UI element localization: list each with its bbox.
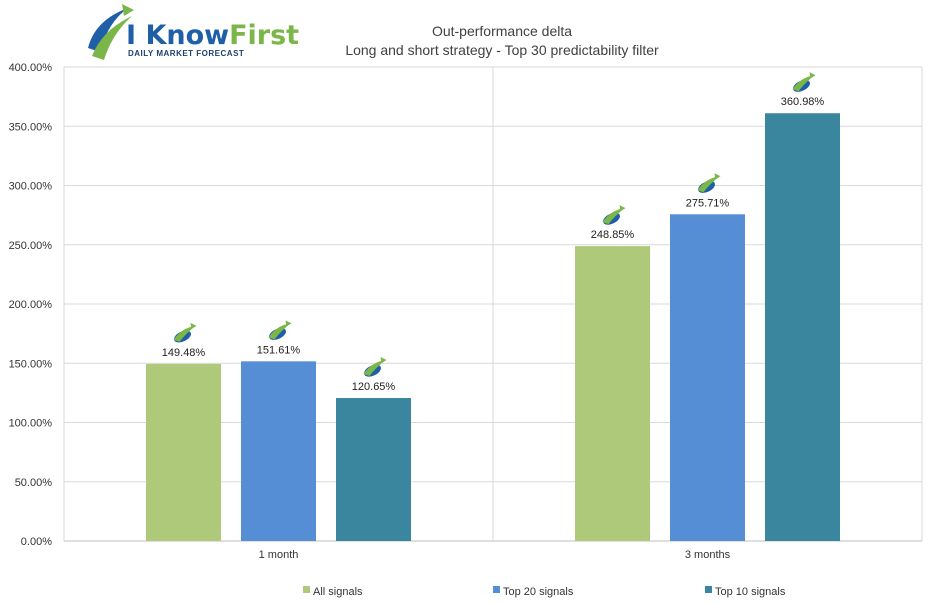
data-label: 248.85%: [591, 229, 635, 241]
data-label: 120.65%: [352, 381, 396, 393]
logo-marker-icon: [792, 72, 816, 92]
logo-marker-icon: [602, 205, 626, 225]
logo-swoosh-icon: [88, 4, 134, 60]
data-label: 275.71%: [686, 197, 730, 209]
legend-swatch: [493, 586, 500, 593]
y-tick-label: 0.00%: [21, 536, 52, 548]
data-label: 151.61%: [257, 344, 301, 356]
legend: All signals Top 20 signals Top 10 signals: [303, 586, 786, 598]
chart-subtitle: Long and short strategy - Top 30 predict…: [345, 42, 659, 58]
y-tick-label: 100.00%: [9, 418, 53, 430]
y-tick-label: 300.00%: [9, 181, 53, 193]
y-tick-label: 350.00%: [9, 121, 53, 133]
legend-label: Top 20 signals: [503, 586, 574, 598]
y-tick-label: 200.00%: [9, 299, 53, 311]
bar: [765, 113, 840, 541]
bars: 149.48% 151.61% 120.65% 248.85% 275.71% 360.9…: [146, 72, 840, 542]
bar: [670, 214, 745, 542]
legend-label: All signals: [313, 586, 363, 598]
logo-name: I KnowFirst: [126, 20, 299, 51]
x-tick-label: 1 month: [259, 549, 299, 561]
legend-swatch: [303, 586, 310, 593]
x-axis: 1 month 3 months: [259, 549, 731, 561]
logo-marker-icon: [173, 322, 197, 343]
y-axis: 0.00% 50.00% 100.00% 150.00% 200.00% 250.00% 3…: [9, 62, 53, 548]
logo: I KnowFirst DAILY MARKET FORECAST: [88, 4, 299, 60]
bar: [241, 361, 316, 541]
legend-swatch: [705, 586, 712, 593]
y-tick-label: 250.00%: [9, 240, 53, 252]
data-label: 360.98%: [781, 96, 825, 108]
logo-marker-icon: [363, 357, 387, 377]
x-tick-label: 3 months: [685, 549, 731, 561]
bar: [336, 398, 411, 541]
bar: [575, 246, 650, 542]
bar: [146, 363, 221, 541]
data-label: 149.48%: [162, 347, 206, 359]
logo-marker-icon: [268, 320, 292, 340]
y-tick-label: 400.00%: [9, 62, 53, 74]
y-tick-label: 50.00%: [15, 477, 53, 489]
chart-title: Out-performance delta: [432, 23, 572, 39]
legend-label: Top 10 signals: [715, 586, 786, 598]
logo-tagline: DAILY MARKET FORECAST: [128, 49, 244, 58]
logo-marker-icon: [697, 173, 721, 193]
y-tick-label: 150.00%: [9, 358, 53, 370]
